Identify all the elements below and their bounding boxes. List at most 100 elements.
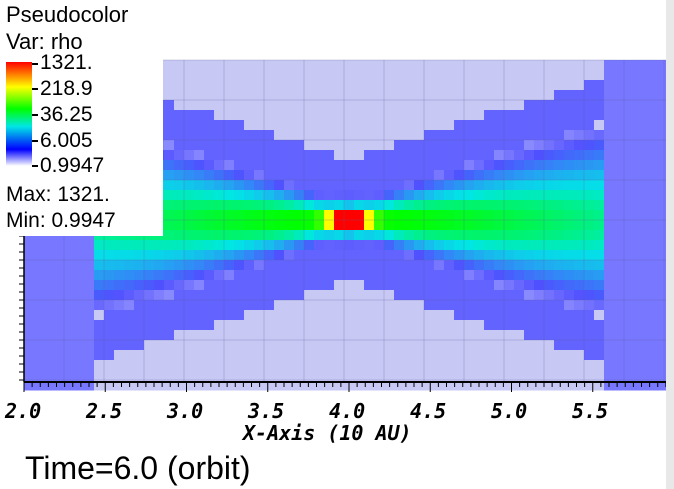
field-cell [624,190,635,201]
field-cell [344,330,355,341]
field-cell [574,380,585,391]
field-cell [214,180,225,191]
x-tick-label: 3.5 [248,399,285,423]
field-cell [204,160,215,171]
field-cell [464,220,475,231]
field-cell [574,120,585,131]
field-cell [374,290,385,301]
field-cell [564,300,575,311]
field-cell [334,80,345,91]
field-cell [574,60,585,71]
field-cell [174,150,185,161]
field-cell [524,100,535,111]
field-cell [484,160,495,171]
field-cell [194,110,205,121]
field-cell [564,270,575,281]
field-cell [414,250,425,261]
field-cell [274,140,285,151]
field-cell [574,290,585,301]
field-cell [314,330,325,341]
field-cell [634,140,645,151]
field-cell [324,200,335,211]
field-cell [504,140,515,151]
field-cell [494,210,505,221]
field-cell [474,220,485,231]
field-cell [484,360,495,371]
field-cell [614,120,625,131]
field-cell [344,370,355,381]
field-cell [204,60,215,71]
field-cell [604,320,615,331]
field-cell [394,310,405,321]
field-cell [44,370,55,381]
field-cell [404,320,415,331]
field-cell [474,280,485,291]
field-cell [404,300,415,311]
field-cell [364,70,375,81]
field-cell [274,350,285,361]
field-cell [444,90,455,101]
field-cell [424,90,435,101]
field-cell [524,270,535,281]
field-cell [654,370,665,381]
field-cell [274,330,285,341]
field-cell [294,160,305,171]
field-cell [274,300,285,311]
field-cell [444,150,455,161]
field-cell [554,300,565,311]
field-cell [634,60,645,71]
field-cell [524,140,535,151]
field-cell [284,200,295,211]
field-cell [494,60,505,71]
field-cell [534,170,545,181]
field-cell [294,190,305,201]
field-cell [434,340,445,351]
field-cell [484,80,495,91]
field-cell [174,220,185,231]
field-cell [404,70,415,81]
field-cell [384,200,395,211]
field-cell [354,60,365,71]
field-cell [504,180,515,191]
field-cell [164,110,175,121]
field-cell [484,270,495,281]
field-cell [604,140,615,151]
field-cell [74,250,85,261]
field-cell [144,240,155,251]
field-cell [304,190,315,201]
field-cell [574,90,585,101]
field-cell [294,340,305,351]
field-cell [564,60,575,71]
field-cell [44,360,55,371]
field-cell [344,260,355,271]
field-cell [614,70,625,81]
field-cell [244,120,255,131]
field-cell [94,290,105,301]
field-cell [44,350,55,361]
field-cell [164,70,175,81]
field-cell [364,180,375,191]
field-cell [374,150,385,161]
field-cell [234,330,245,341]
field-cell [194,210,205,221]
field-cell [94,250,105,261]
field-cell [254,90,265,101]
field-cell [194,270,205,281]
field-cell [214,140,225,151]
field-cell [274,100,285,111]
field-cell [304,280,315,291]
field-cell [304,160,315,171]
field-cell [514,220,525,231]
field-cell [204,120,215,131]
field-cell [494,80,505,91]
field-cell [184,60,195,71]
field-cell [634,80,645,91]
field-cell [204,130,215,141]
field-cell [584,370,595,381]
field-cell [474,300,485,311]
field-cell [434,380,445,391]
field-cell [274,310,285,321]
field-cell [234,230,245,241]
field-cell [214,210,225,221]
field-cell [374,250,385,261]
